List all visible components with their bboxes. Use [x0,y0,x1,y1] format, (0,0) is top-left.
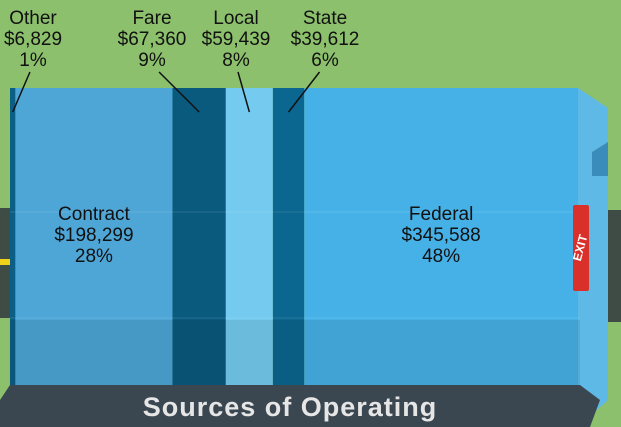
value-label: $39,612 [291,29,360,50]
category-label: Local [213,8,258,29]
left-marker [0,259,10,265]
share-label: 28% [75,246,113,267]
share-label: 9% [138,50,166,71]
category-label: Other [9,8,57,29]
category-label: Contract [58,204,131,225]
share-label: 8% [222,50,250,71]
box-shade [10,320,580,385]
category-label: Federal [409,204,473,225]
share-label: 6% [311,50,339,71]
chart: Sources of Operating EXIT Other$6,8291%C… [0,0,621,427]
category-label: State [303,8,347,29]
share-label: 48% [422,246,460,267]
value-label: $59,439 [202,29,271,50]
value-label: $67,360 [118,29,187,50]
value-label: $6,829 [4,29,62,50]
category-label: Fare [132,8,171,29]
share-label: 1% [19,50,47,71]
value-label: $198,299 [54,225,133,246]
chart-title: Sources of Operating [143,392,438,422]
value-label: $345,588 [402,225,481,246]
